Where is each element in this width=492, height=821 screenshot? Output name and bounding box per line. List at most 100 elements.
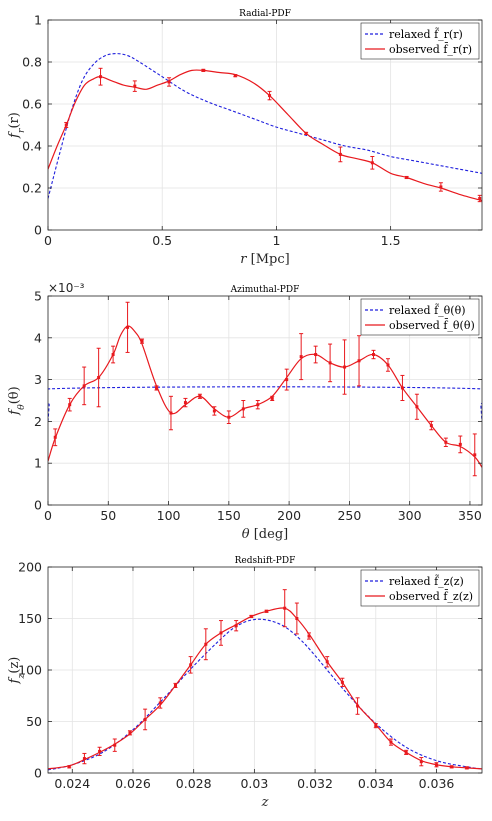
data-point: [450, 765, 454, 769]
series-group: [48, 589, 482, 771]
error-bar: [82, 366, 87, 406]
y-tick-label: 4: [34, 330, 42, 345]
x-axis-label: θ [deg]: [242, 527, 288, 542]
data-point: [444, 440, 448, 444]
error-bar: [370, 156, 375, 170]
error-bar: [304, 131, 309, 135]
y-tick-label: 0.8: [22, 55, 42, 70]
chart-title: Redshift-PDF: [235, 556, 296, 566]
data-point: [126, 325, 130, 329]
error-bar: [357, 335, 362, 387]
error-bar: [373, 723, 378, 729]
data-point: [189, 663, 193, 667]
axis-multiplier: ×10⁻³: [48, 281, 85, 295]
x-tick-label: 0: [44, 508, 52, 523]
data-point: [249, 614, 253, 618]
error-bar: [328, 343, 333, 383]
data-point: [405, 176, 409, 179]
x-tick-label: 0: [44, 233, 52, 248]
error-bar: [218, 620, 223, 646]
error-bar: [132, 80, 137, 92]
legend: relaxed f̃_r(r) observed f̄_r(r): [360, 22, 480, 60]
legend-label: observed f̄_r(r): [389, 43, 472, 56]
y-tick-label: 150: [18, 611, 42, 626]
error-bar: [183, 397, 188, 408]
error-bar: [125, 301, 130, 353]
error-bar: [234, 620, 239, 632]
error-bar: [241, 400, 246, 418]
data-point: [198, 394, 202, 398]
y-tick-label: 2: [34, 414, 42, 429]
data-point: [478, 197, 482, 200]
data-point: [465, 766, 469, 770]
x-tick-label: 0.032: [297, 776, 333, 791]
legend-label: relaxed f̃_z(z): [389, 575, 464, 588]
y-axis-label: fr(r): [7, 112, 27, 139]
data-point: [82, 757, 86, 761]
data-point: [372, 353, 375, 357]
legend-label: observed f̄_θ(θ): [389, 319, 475, 332]
error-bar: [338, 146, 343, 163]
data-point: [265, 609, 269, 613]
data-point: [283, 606, 287, 610]
error-bar: [270, 395, 275, 401]
error-bar: [127, 730, 132, 736]
legend-box: [360, 569, 480, 607]
y-tick-label: 5: [34, 289, 42, 304]
data-point: [285, 378, 289, 382]
data-point: [64, 123, 68, 127]
error-bar: [340, 677, 345, 687]
error-bar: [264, 609, 269, 613]
chart-panel-3: 0.024 0.026 0.028 0.03 0.032 0.034 0.036 0 50 100…: [7, 556, 483, 810]
error-bar: [472, 433, 477, 477]
error-bar: [158, 697, 163, 709]
x-tick-label: 50: [100, 508, 116, 523]
y-tick-label: 3: [34, 372, 42, 387]
error-bar: [97, 746, 102, 756]
y-tick-label: 0.2: [22, 181, 42, 196]
error-bar: [371, 349, 376, 360]
error-bar: [53, 428, 58, 447]
error-bar: [96, 347, 101, 408]
relaxed-series-line: [48, 53, 482, 199]
x-tick-label: 0.024: [54, 776, 90, 791]
error-bar: [429, 420, 434, 431]
legend: relaxed f̃_θ(θ) observed f̄_θ(θ): [360, 298, 480, 336]
error-bar: [111, 345, 116, 364]
legend-box: [360, 298, 480, 336]
data-point: [415, 405, 419, 409]
data-point: [419, 760, 423, 764]
legend-box: [360, 22, 480, 60]
error-bar: [203, 628, 208, 661]
legend-label: relaxed f̃_θ(θ): [389, 304, 466, 317]
data-point: [439, 185, 443, 189]
data-point: [325, 660, 329, 664]
x-tick-label: 0.03: [240, 776, 268, 791]
data-point: [133, 84, 137, 88]
data-point: [173, 683, 177, 687]
error-bar: [325, 656, 330, 668]
data-point: [429, 424, 433, 428]
error-bar: [201, 68, 206, 72]
error-bar: [112, 738, 117, 752]
error-bar: [388, 738, 393, 746]
error-bar: [477, 194, 482, 203]
data-point: [389, 740, 393, 744]
error-bar: [67, 765, 72, 769]
x-tick-label: 0.028: [176, 776, 212, 791]
y-tick-label: 200: [18, 560, 42, 575]
relaxed-series-line: [48, 618, 482, 771]
error-bar: [143, 708, 148, 731]
data-point: [219, 631, 223, 635]
legend: relaxed f̃_z(z) observed f̄_z(z): [360, 569, 480, 607]
x-tick-label: 100: [157, 508, 181, 523]
error-bar: [255, 400, 260, 410]
error-bar: [233, 74, 238, 78]
error-bar: [82, 752, 87, 765]
y-tick-label: 0: [34, 766, 42, 781]
series-group: [48, 301, 482, 477]
y-tick-label: 0.6: [22, 97, 42, 112]
y-tick-label: 1: [34, 456, 42, 471]
error-bar: [167, 77, 172, 87]
